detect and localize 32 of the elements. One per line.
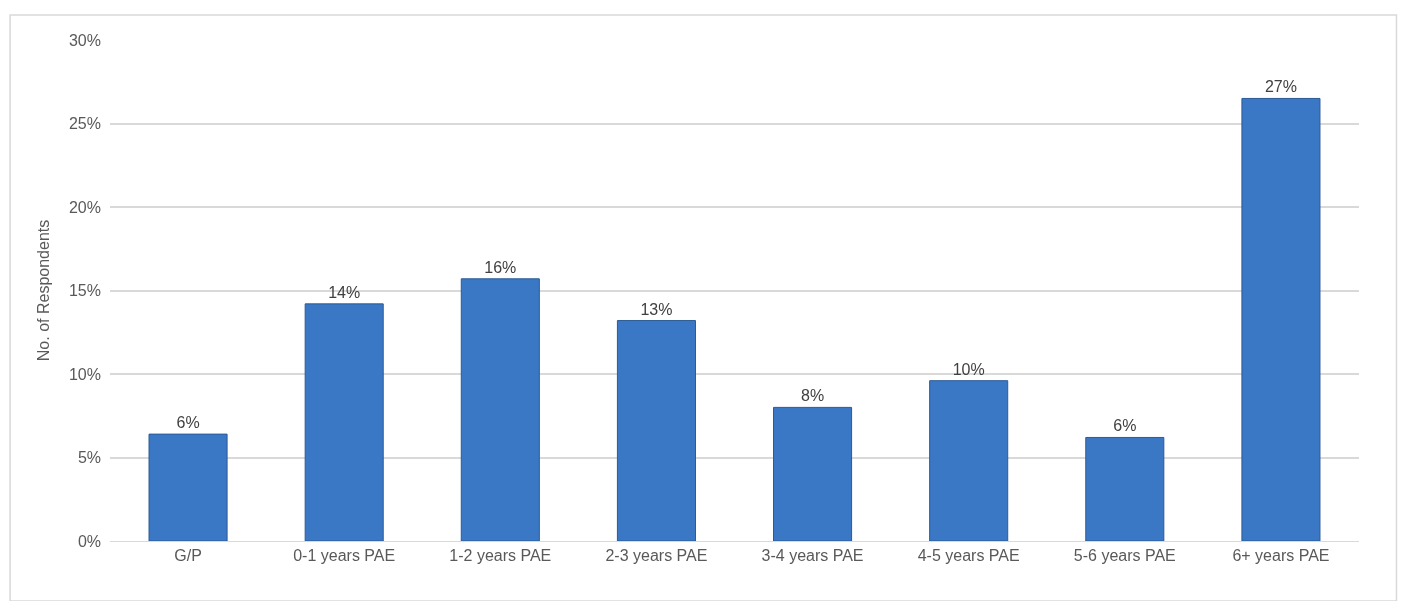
data-label: 6% xyxy=(176,414,200,432)
bar xyxy=(929,380,1009,541)
bar xyxy=(1085,436,1165,541)
data-label: 27% xyxy=(1264,78,1297,96)
data-label: 8% xyxy=(801,387,825,405)
bar xyxy=(1241,97,1321,541)
x-tick-label: 6+ years PAE xyxy=(1232,547,1330,565)
y-axis-title: No. of Respondents xyxy=(34,219,52,362)
x-tick-label: 0-1 years PAE xyxy=(293,547,396,565)
bar xyxy=(616,320,696,541)
x-tick-label: 4-5 years PAE xyxy=(917,547,1020,565)
bar xyxy=(773,406,853,541)
bar xyxy=(148,433,228,541)
x-tick-label: 3-4 years PAE xyxy=(761,547,864,565)
y-tick-label: 5% xyxy=(77,449,101,467)
y-tick-label: 15% xyxy=(68,282,101,300)
x-tick-label: 1-2 years PAE xyxy=(449,547,552,565)
y-tick-label: 10% xyxy=(68,365,101,383)
data-label: 14% xyxy=(328,283,361,301)
data-label: 16% xyxy=(484,258,517,276)
data-label: 10% xyxy=(952,360,985,378)
y-tick-label: 0% xyxy=(77,532,101,550)
x-tick-label: G/P xyxy=(174,547,202,565)
y-tick-label: 30% xyxy=(68,31,101,49)
x-tick-label: 5-6 years PAE xyxy=(1073,547,1176,565)
data-label: 6% xyxy=(1113,417,1137,435)
data-label: 13% xyxy=(640,300,673,318)
y-tick-label: 25% xyxy=(68,115,101,133)
x-tick-label: 2-3 years PAE xyxy=(605,547,708,565)
y-tick-label: 20% xyxy=(68,198,101,216)
bar xyxy=(460,278,540,541)
bar xyxy=(304,303,384,541)
